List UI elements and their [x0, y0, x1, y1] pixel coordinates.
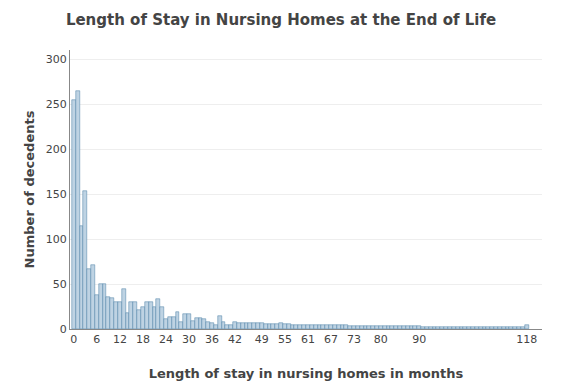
svg-text:0: 0	[70, 333, 77, 346]
svg-text:150: 150	[46, 188, 67, 201]
svg-text:55: 55	[278, 333, 292, 346]
svg-text:250: 250	[46, 98, 67, 111]
svg-text:42: 42	[228, 333, 242, 346]
svg-text:67: 67	[324, 333, 338, 346]
svg-text:6: 6	[93, 333, 100, 346]
svg-text:30: 30	[182, 333, 196, 346]
svg-text:200: 200	[46, 143, 67, 156]
svg-text:36: 36	[205, 333, 219, 346]
svg-text:80: 80	[374, 333, 388, 346]
svg-text:18: 18	[136, 333, 150, 346]
svg-text:100: 100	[46, 233, 67, 246]
svg-text:Length of Stay in Nursing Home: Length of Stay in Nursing Homes at the E…	[66, 11, 496, 29]
svg-text:Number of decedents: Number of decedents	[22, 110, 37, 268]
svg-text:49: 49	[255, 333, 269, 346]
svg-text:61: 61	[301, 333, 315, 346]
svg-text:50: 50	[53, 278, 67, 291]
svg-text:12: 12	[113, 333, 127, 346]
svg-text:Length of stay in nursing home: Length of stay in nursing homes in month…	[149, 366, 464, 381]
svg-text:73: 73	[347, 333, 361, 346]
svg-text:90: 90	[412, 333, 426, 346]
svg-text:118: 118	[516, 333, 537, 346]
svg-text:0: 0	[60, 323, 67, 336]
svg-text:300: 300	[46, 53, 67, 66]
svg-text:24: 24	[159, 333, 173, 346]
